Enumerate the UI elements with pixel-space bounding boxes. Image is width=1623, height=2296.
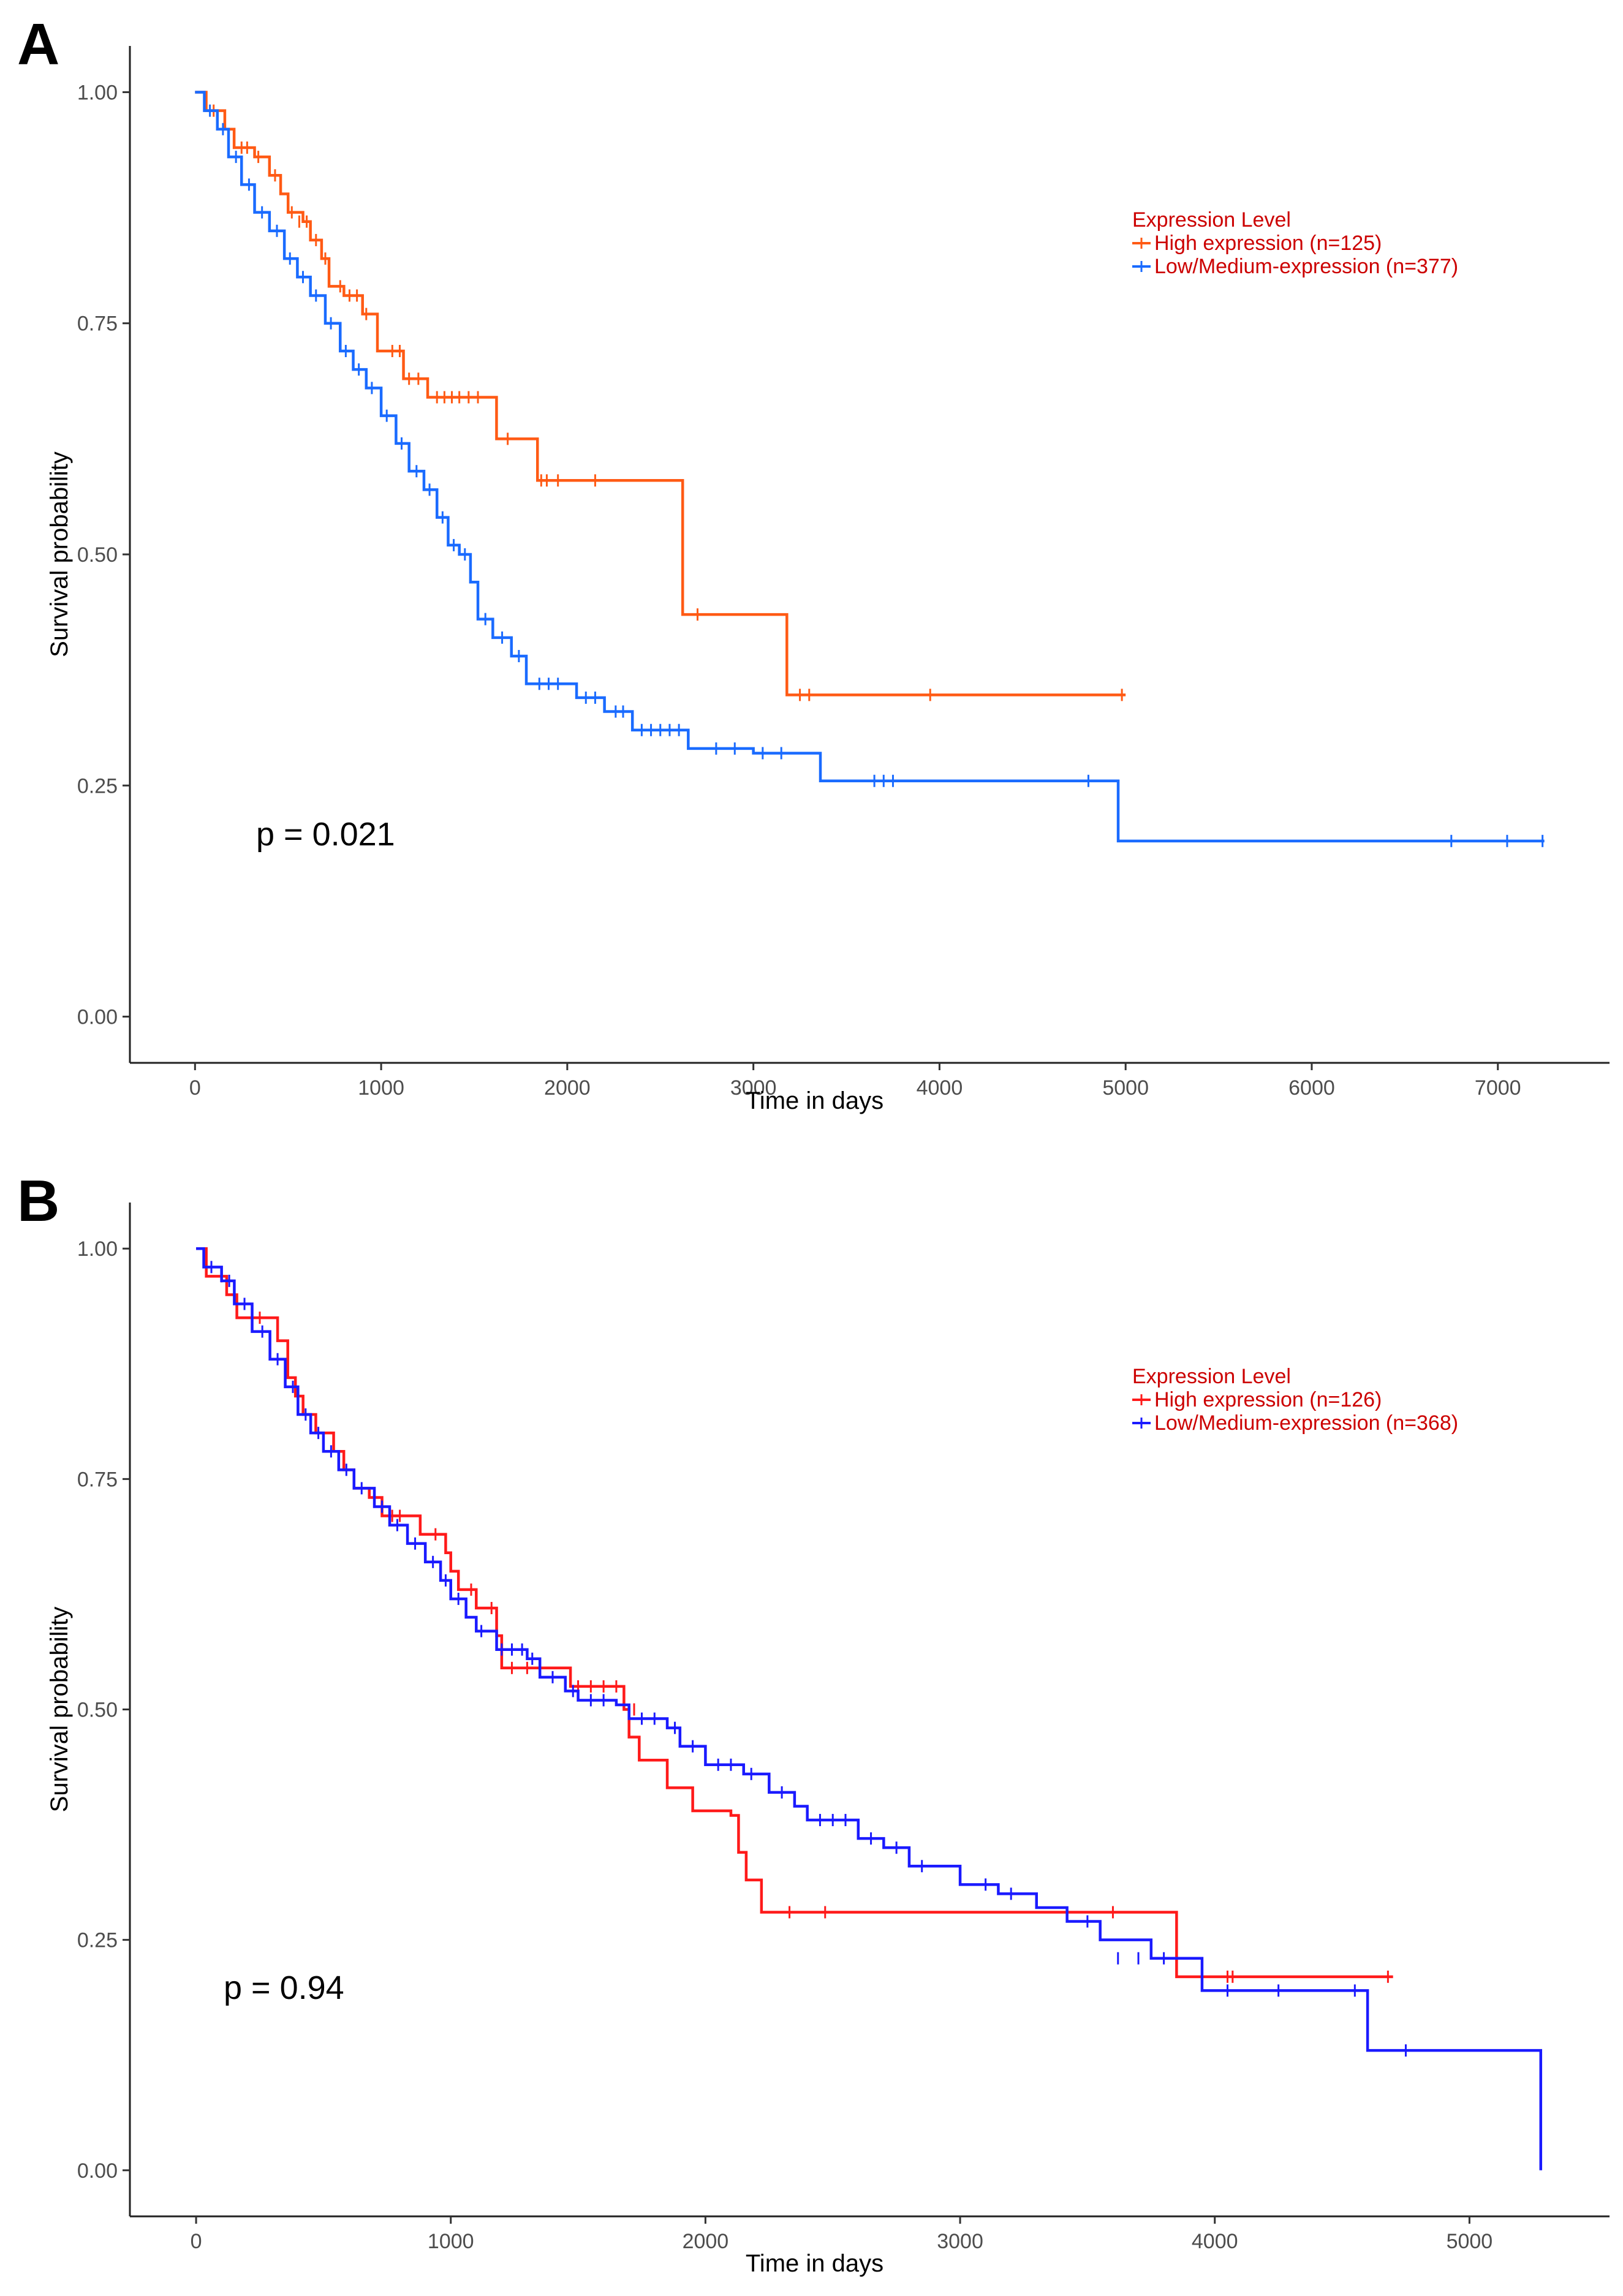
legend-title: Expression Level [1132,1365,1291,1388]
km-chart-b: B 0 1000 2000 3000 4000 5000 0.00 0.25 0.50 0.75 1.… [17,1168,1610,2277]
x-tick-label: 1000 [358,1076,404,1100]
x-tick-label: 5000 [1102,1076,1149,1100]
x-tick-label: 3000 [937,2230,983,2253]
y-tick-label: 0.50 [77,1699,118,1722]
legend-entry: High expression (n=126) [1154,1388,1382,1411]
y-axis-title: Survival probability [46,1607,73,1813]
y-tick-label: 0.00 [77,2159,118,2183]
y-tick-label: 0.75 [77,312,118,336]
x-tick-label: 0 [189,1076,201,1100]
legend-entry: High expression (n=125) [1154,232,1382,255]
p-value-annotation: p = 0.94 [224,1969,344,2006]
x-tick-label: 0 [191,2230,202,2253]
survival-curve-low-medium [195,91,1545,843]
legend-title: Expression Level [1132,208,1291,232]
x-axis-title: Time in days [746,2250,883,2277]
survival-curve-low-medium [196,1247,1543,2170]
x-tick-label: 2000 [683,2230,729,2253]
km-chart-a: A 0 1000 2000 3000 4000 5000 6000 7000 0.00 0.25 0.… [17,12,1610,1114]
y-tick-label: 0.75 [77,1468,118,1491]
km-plot-panel-b: B 0 1000 2000 3000 4000 5000 0.00 0.25 0.50 0.75 1.… [0,1157,1623,2296]
survival-curve-high [196,1247,1393,1979]
x-tick-label: 6000 [1288,1076,1335,1100]
x-tick-label: 2000 [544,1076,591,1100]
p-value-annotation: p = 0.021 [256,816,395,853]
y-tick-label: 1.00 [77,81,118,104]
y-tick-label: 0.50 [77,543,118,567]
panel-label: A [17,12,59,77]
y-tick-label: 1.00 [77,1237,118,1261]
x-tick-label: 4000 [1192,2230,1238,2253]
x-tick-label: 1000 [428,2230,474,2253]
y-tick-label: 0.25 [77,1929,118,1952]
y-axis-title: Survival probability [46,451,73,657]
y-tick-label: 0.00 [77,1006,118,1029]
y-tick-label: 0.25 [77,774,118,798]
x-tick-label: 5000 [1447,2230,1493,2253]
x-tick-label: 7000 [1475,1076,1521,1100]
survival-curve-high [195,91,1126,697]
x-axis-title: Time in days [746,1087,883,1114]
x-tick-label: 4000 [917,1076,963,1100]
km-plot-panel-a: A 0 1000 2000 3000 4000 5000 6000 7000 0.00 0.25 0.… [0,0,1623,1139]
legend-entry: Low/Medium-expression (n=377) [1154,255,1458,278]
panel-label: B [17,1168,59,1234]
x-tick-label: 3000 [730,1076,777,1100]
legend-entry: Low/Medium-expression (n=368) [1154,1411,1458,1435]
